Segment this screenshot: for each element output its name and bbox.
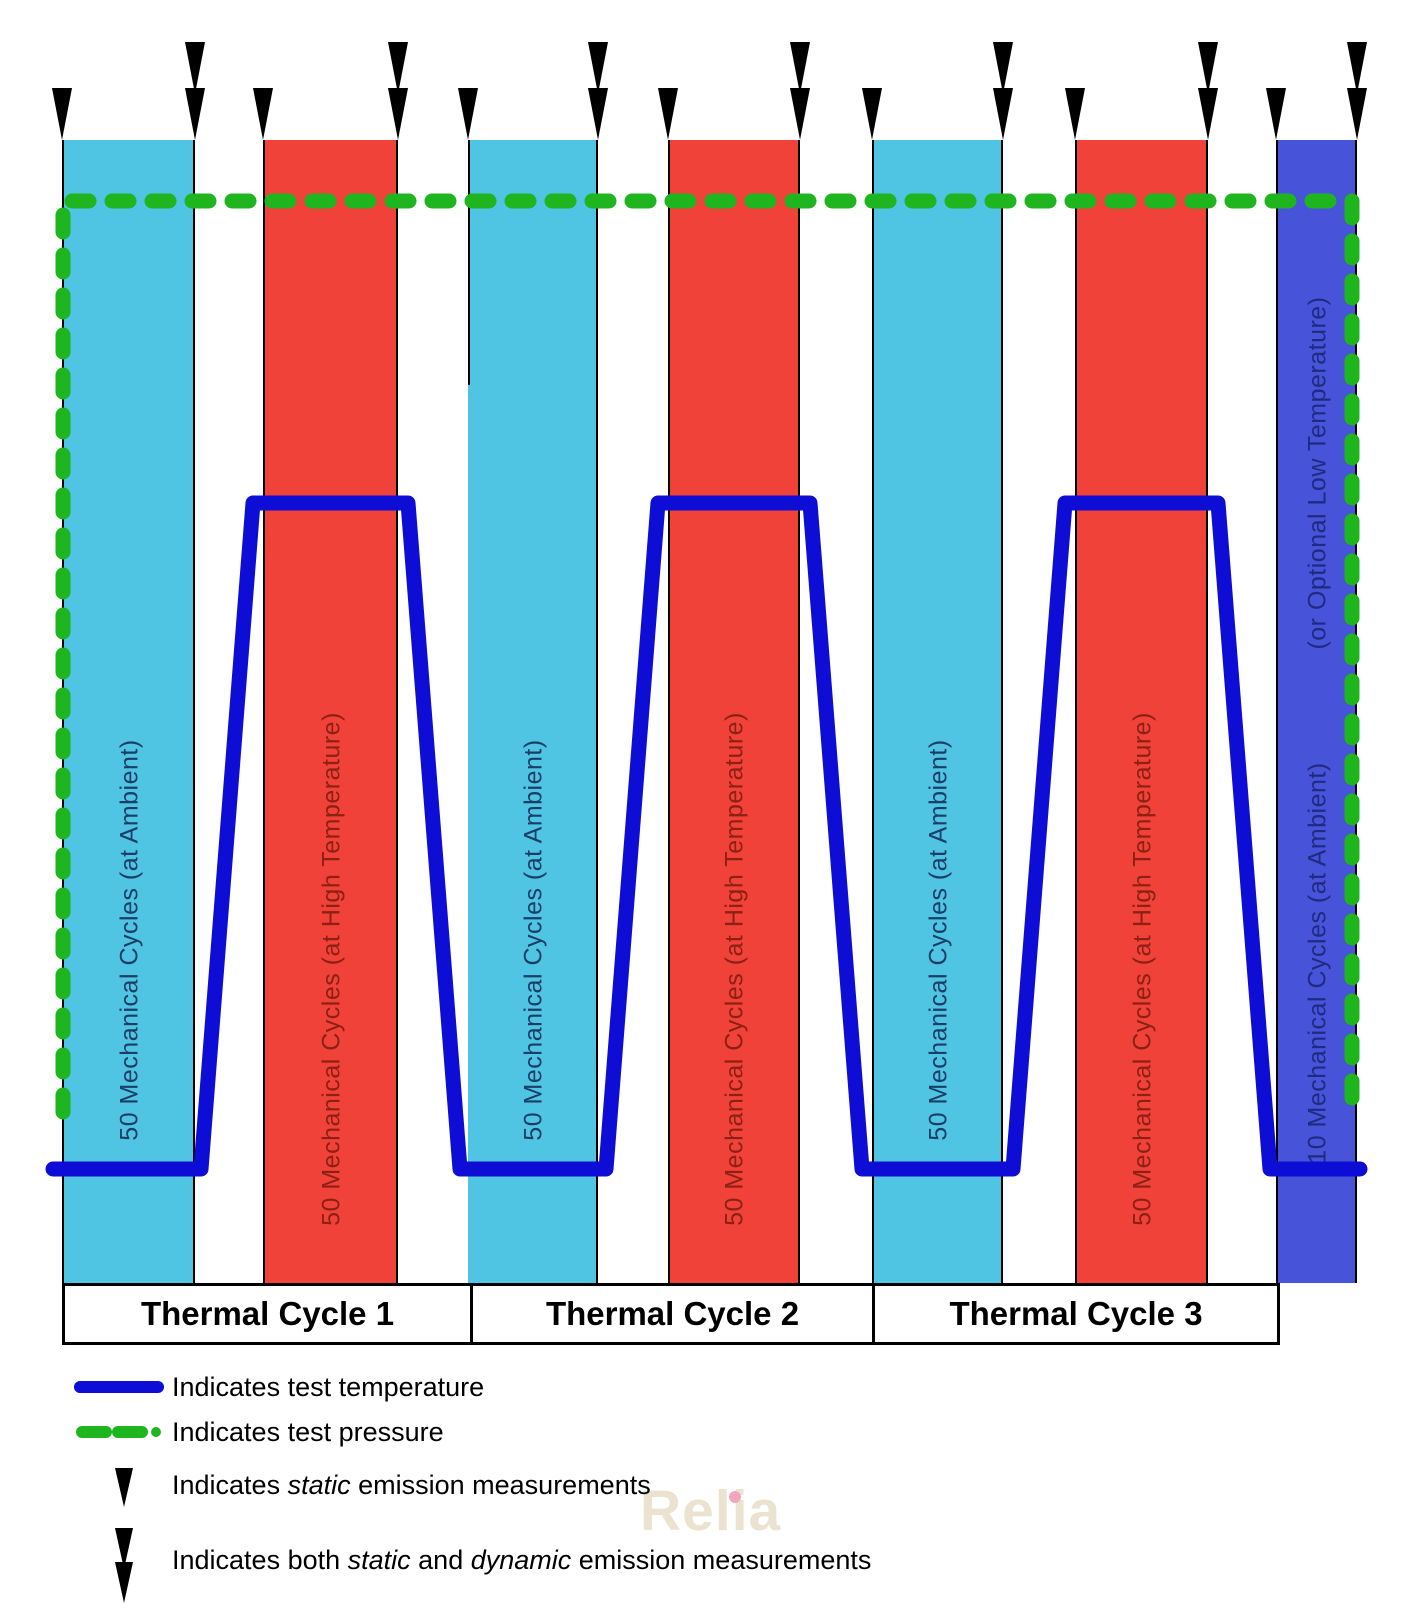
pressure-line-swatch-icon [76, 1426, 161, 1438]
static-emission-arrow-6 [1065, 88, 1085, 140]
bar-6-high-temp [1075, 140, 1208, 1283]
static-dynamic-emission-arrow-4-upper [790, 42, 810, 94]
legend-item-static-emission: Indicates static emission measurements [172, 1470, 651, 1500]
static-emission-arrow-1 [52, 88, 72, 140]
static-dynamic-emission-arrow-7-lower [1347, 88, 1367, 140]
watermark-i-dot [729, 1491, 741, 1503]
static-dynamic-emission-arrow-1-upper [185, 42, 205, 94]
bar-5-ambient [872, 140, 1003, 1283]
emission-measurement-arrows [52, 42, 1367, 140]
static-emission-arrow-3 [458, 88, 478, 140]
bar-2-high-temp [263, 140, 398, 1283]
thermal-cycle-2-label: Thermal Cycle 2 [545, 1295, 800, 1332]
static-arrow-icon [115, 1468, 133, 1507]
bar-4-high-temp [668, 140, 800, 1283]
legend-label-pressure: Indicates test pressure [172, 1417, 444, 1447]
bar-3-ambient [468, 140, 598, 1283]
thermal-cycle-2-box: Thermal Cycle 2 [470, 1283, 875, 1345]
legend-label-temperature: Indicates test temperature [172, 1372, 485, 1402]
legend-item-static-dynamic-emission: Indicates both static and dynamic emissi… [172, 1545, 872, 1575]
thermal-cycle-1-label: Thermal Cycle 1 [140, 1295, 395, 1332]
static-dynamic-emission-arrow-2-lower [388, 88, 408, 140]
static-emission-arrow-4 [658, 88, 678, 140]
thermal-cycle-3-label: Thermal Cycle 3 [949, 1295, 1203, 1332]
static-emission-arrow-7 [1266, 88, 1286, 140]
static-dynamic-emission-arrow-2-upper [388, 42, 408, 94]
test-pressure-line [55, 193, 1360, 1120]
thermal-cycle-3-box: Thermal Cycle 3 [872, 1283, 1280, 1345]
legend-item-test-pressure: Indicates test pressure [172, 1415, 444, 1449]
bar-7-optional [1276, 140, 1357, 1283]
legend-item-test-temperature: Indicates test temperature [172, 1370, 484, 1404]
static-emission-arrow-5 [862, 88, 882, 140]
static-dynamic-emission-arrow-7-upper [1347, 42, 1367, 94]
static-emission-arrow-2 [253, 88, 273, 140]
watermark: Relia [640, 1479, 782, 1543]
static-dynamic-emission-arrow-6-lower [1198, 88, 1218, 140]
static-dynamic-emission-arrow-1-lower [185, 88, 205, 140]
static-dynamic-emission-arrow-4-lower [790, 88, 810, 140]
static-dynamic-emission-arrow-3-lower [588, 88, 608, 140]
static-dynamic-emission-arrow-3-upper [588, 42, 608, 94]
static-dynamic-emission-arrow-5-lower [993, 88, 1013, 140]
thermal-cycle-1-box: Thermal Cycle 1 [62, 1283, 473, 1345]
test-temperature-line [45, 495, 1368, 1177]
static-dynamic-arrow-icon [115, 1528, 133, 1603]
static-dynamic-emission-arrow-6-upper [1198, 42, 1218, 94]
static-dynamic-emission-arrow-5-upper [993, 42, 1013, 94]
bar-1-ambient [62, 140, 195, 1283]
